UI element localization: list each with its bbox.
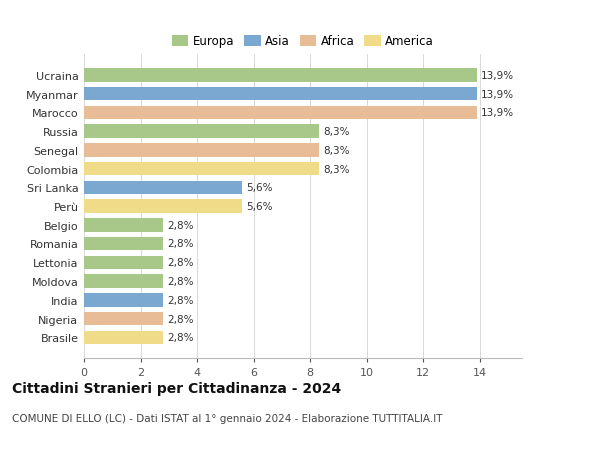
Text: 8,3%: 8,3%	[323, 164, 349, 174]
Bar	[84, 293, 163, 307]
Bar	[84, 200, 242, 213]
Bar	[84, 88, 477, 101]
Text: Cittadini Stranieri per Cittadinanza - 2024: Cittadini Stranieri per Cittadinanza - 2…	[12, 381, 341, 395]
Text: 2,8%: 2,8%	[167, 314, 194, 324]
Legend: Europa, Asia, Africa, America: Europa, Asia, Africa, America	[167, 31, 439, 53]
Text: COMUNE DI ELLO (LC) - Dati ISTAT al 1° gennaio 2024 - Elaborazione TUTTITALIA.IT: COMUNE DI ELLO (LC) - Dati ISTAT al 1° g…	[12, 413, 443, 423]
Bar	[84, 181, 242, 195]
Text: 8,3%: 8,3%	[323, 127, 349, 137]
Bar	[84, 125, 319, 139]
Text: 5,6%: 5,6%	[247, 183, 273, 193]
Bar	[84, 218, 163, 232]
Bar	[84, 256, 163, 269]
Bar	[84, 331, 163, 344]
Text: 2,8%: 2,8%	[167, 332, 194, 342]
Text: 2,8%: 2,8%	[167, 257, 194, 268]
Text: 5,6%: 5,6%	[247, 202, 273, 212]
Bar	[84, 144, 319, 157]
Bar	[84, 312, 163, 325]
Text: 8,3%: 8,3%	[323, 146, 349, 156]
Text: 2,8%: 2,8%	[167, 295, 194, 305]
Bar	[84, 274, 163, 288]
Bar	[84, 162, 319, 176]
Text: 2,8%: 2,8%	[167, 276, 194, 286]
Bar	[84, 106, 477, 120]
Text: 13,9%: 13,9%	[481, 71, 514, 81]
Text: 2,8%: 2,8%	[167, 239, 194, 249]
Bar	[84, 237, 163, 251]
Text: 2,8%: 2,8%	[167, 220, 194, 230]
Text: 13,9%: 13,9%	[481, 90, 514, 99]
Text: 13,9%: 13,9%	[481, 108, 514, 118]
Bar	[84, 69, 477, 82]
